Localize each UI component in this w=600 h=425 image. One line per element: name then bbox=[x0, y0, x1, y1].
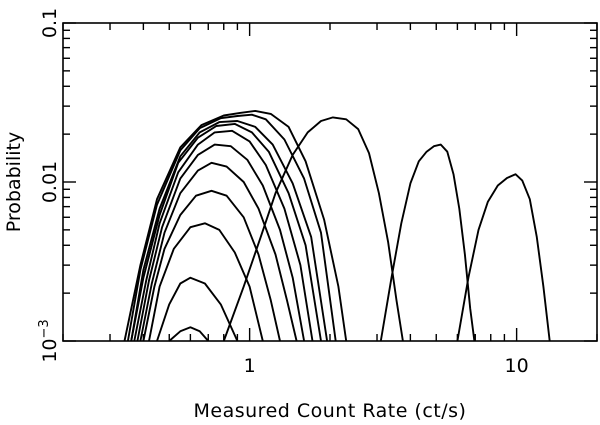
series-line-9 bbox=[130, 120, 329, 342]
series-line-1 bbox=[168, 326, 210, 342]
y-tick-label: 0.01 bbox=[39, 161, 61, 203]
series-line-5 bbox=[139, 161, 298, 342]
series-line-12 bbox=[222, 116, 404, 342]
series-line-10 bbox=[126, 113, 337, 342]
x-ticks: 1 10 bbox=[62, 23, 598, 377]
y-tick-label: 0.1 bbox=[39, 8, 61, 38]
x-axis-label: Measured Count Rate (ct/s) bbox=[194, 400, 467, 422]
series-line-3 bbox=[148, 222, 264, 342]
series-line-2 bbox=[156, 276, 239, 342]
series-line-7 bbox=[133, 129, 314, 342]
series-line-6 bbox=[136, 143, 306, 342]
series-line-13 bbox=[379, 143, 476, 342]
series-line-11 bbox=[123, 109, 348, 342]
y-tick-label: 10−3 bbox=[37, 319, 61, 362]
series-line-14 bbox=[456, 173, 551, 342]
y-axis-label: Probability bbox=[3, 132, 25, 232]
series-line-8 bbox=[130, 122, 322, 342]
x-tick-label: 10 bbox=[505, 355, 529, 377]
series-line-4 bbox=[142, 189, 281, 342]
y-ticks: 10−3 0.01 0.1 bbox=[37, 8, 597, 363]
series-layer bbox=[123, 109, 551, 342]
x-tick-label: 1 bbox=[244, 355, 256, 377]
